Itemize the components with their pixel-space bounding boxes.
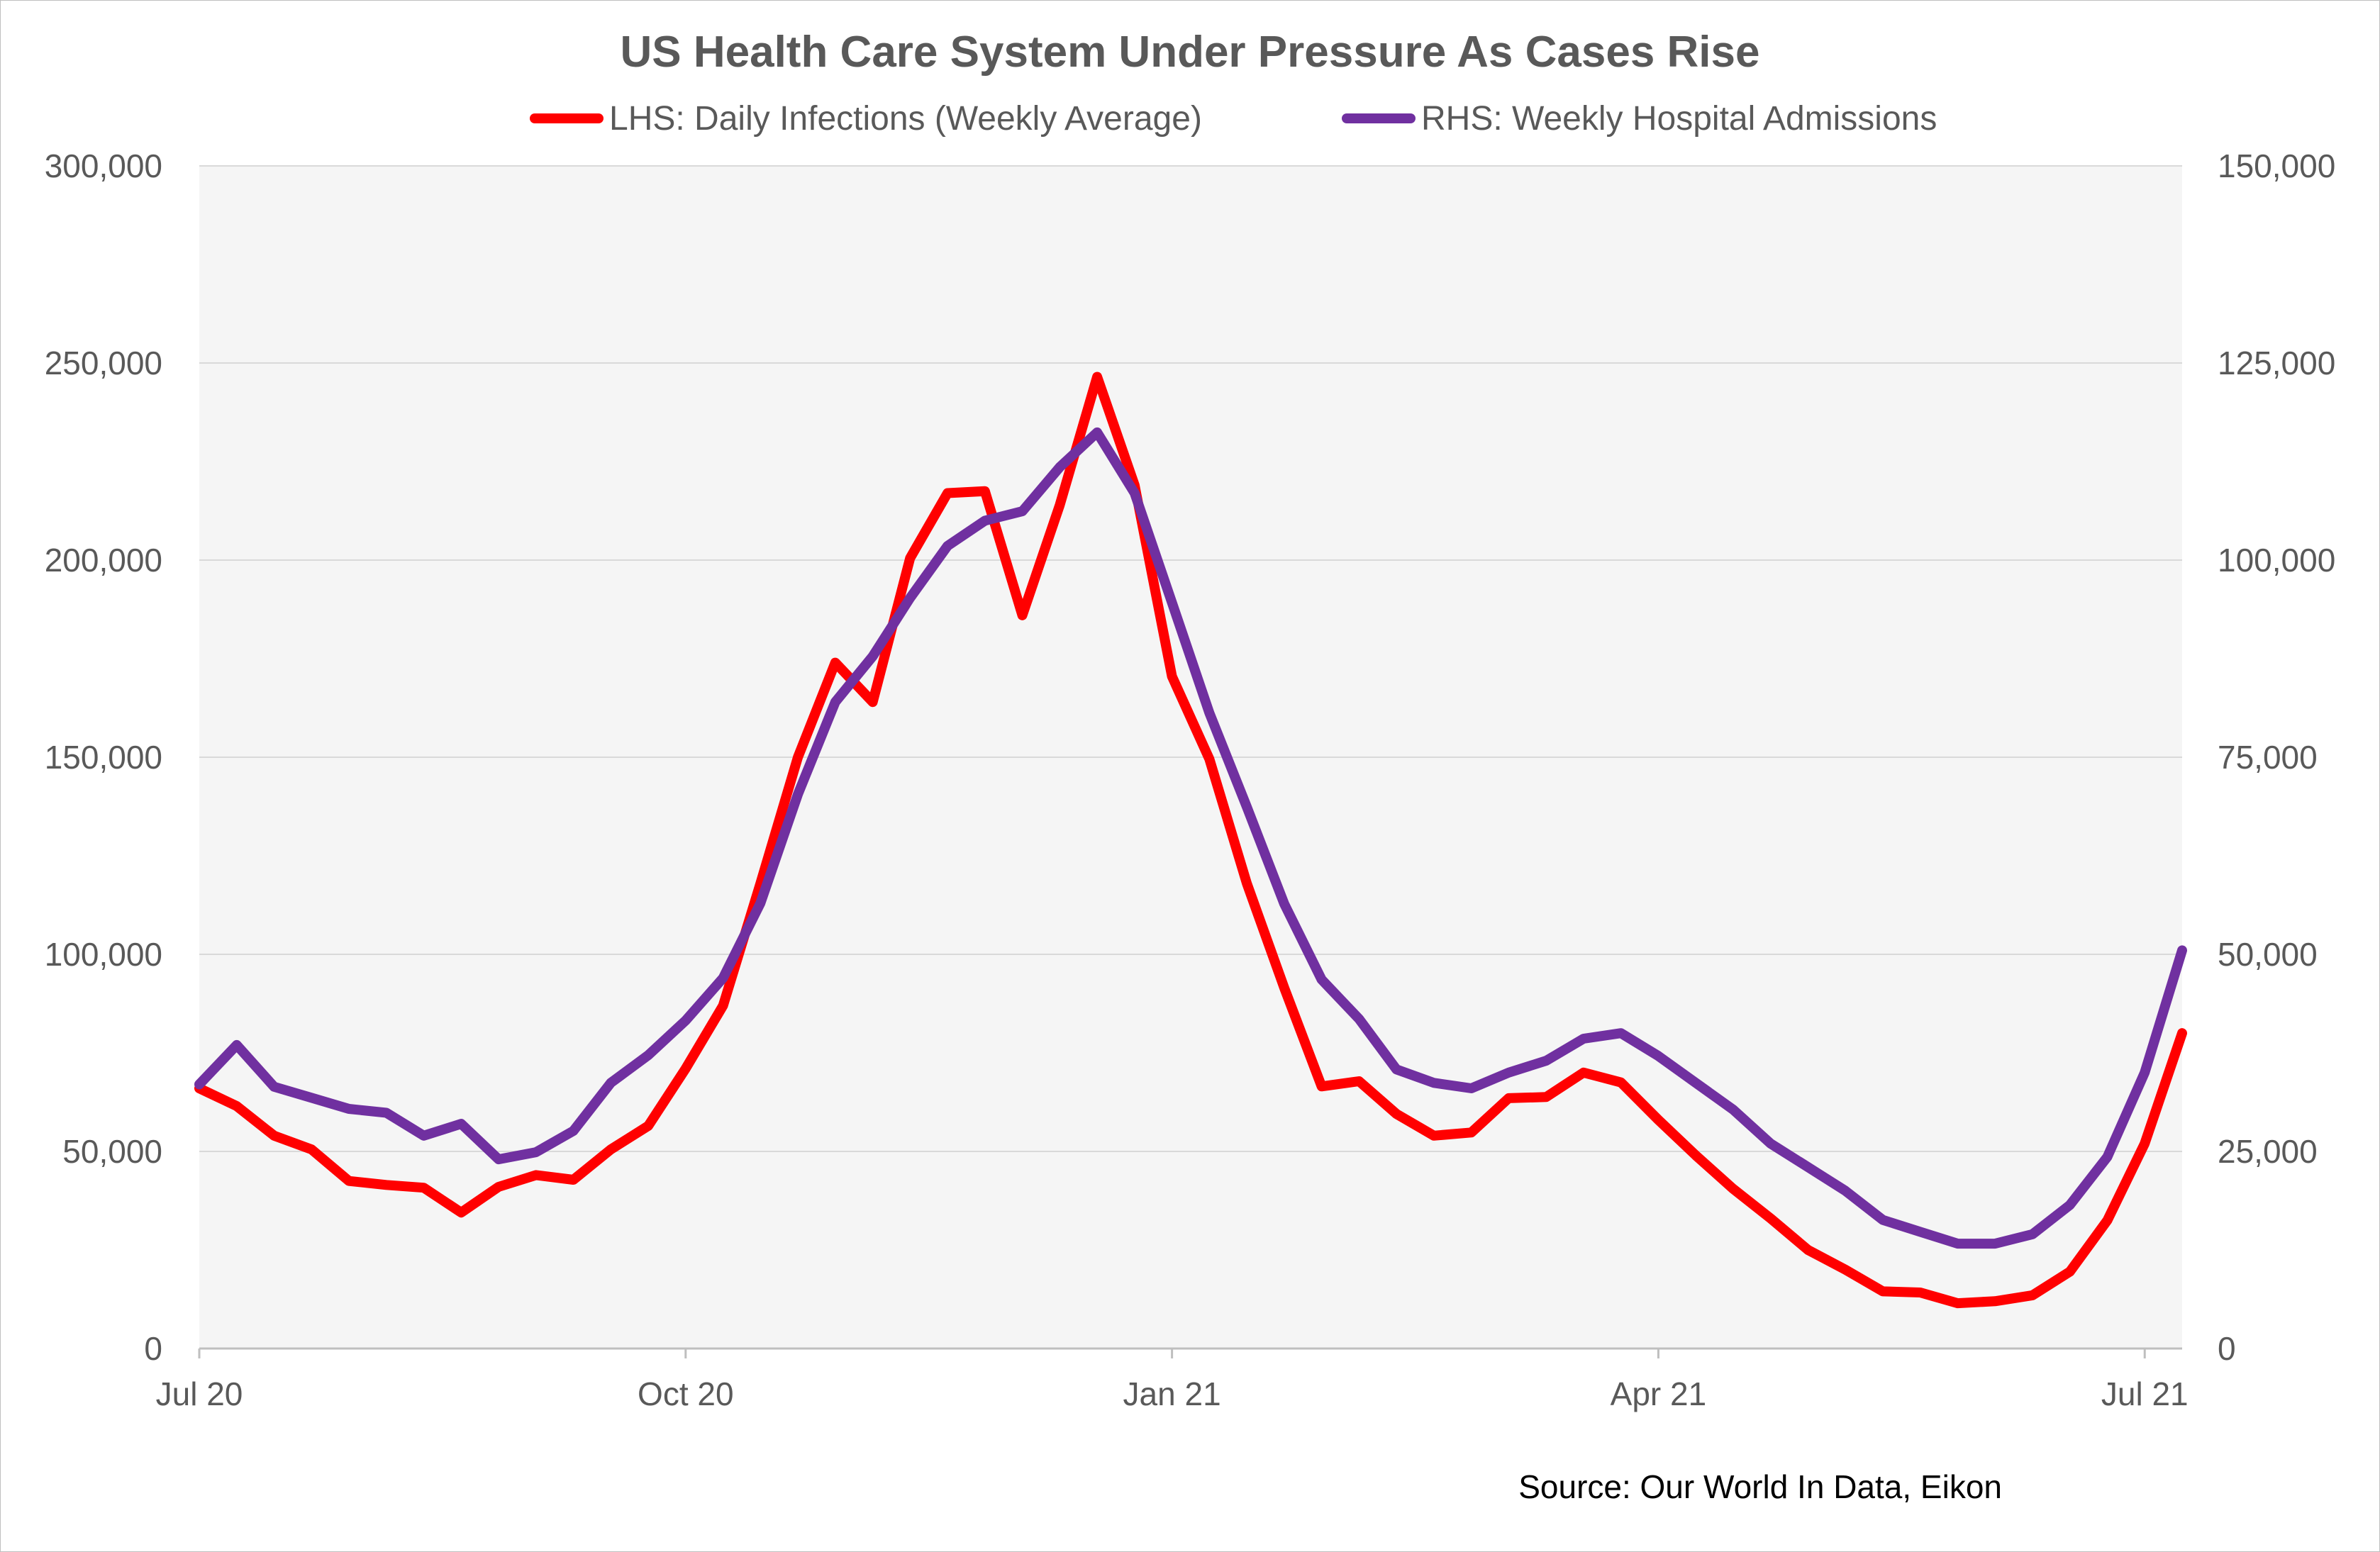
left-y-tick-label: 0 [144,1330,162,1367]
right-y-tick-label: 25,000 [2218,1133,2318,1170]
right-y-tick-label: 50,000 [2218,936,2318,973]
x-tick-label: Jul 20 [156,1375,243,1412]
right-y-tick-label: 150,000 [2218,147,2335,184]
legend-label-infections: LHS: Daily Infections (Weekly Average) [609,99,1202,138]
legend-swatch-admissions [1342,113,1416,123]
series-line-infections [194,372,2187,1309]
x-tick-label: Jul 21 [2101,1375,2189,1412]
chart-title: US Health Care System Under Pressure As … [620,28,1760,77]
left-y-axis: 0 50,000 100,000 150,000 200,000 250,000 300,0… [45,147,162,1367]
left-y-tick-label: 250,000 [45,345,162,381]
right-y-tick-label: 100,000 [2218,542,2335,579]
right-y-axis: 0 25,000 50,000 75,000 100,000 125,000 150,000 [2218,147,2335,1367]
legend: LHS: Daily Infections (Weekly Average) R… [0,94,2380,143]
right-y-tick-label: 75,000 [2218,739,2318,776]
legend-item-infections: LHS: Daily Infections (Weekly Average) [530,94,1202,143]
right-y-tick-label: 125,000 [2218,345,2335,381]
legend-swatch-infections [530,113,604,123]
axes [198,1347,2182,1358]
left-y-tick-label: 300,000 [45,147,162,184]
left-y-tick-label: 100,000 [45,936,162,973]
x-axis: Jul 20 Oct 20 Jan 21 Apr 21 Jul 21 [156,1375,2189,1412]
x-tick-label: Apr 21 [1611,1375,1707,1412]
left-y-tick-label: 150,000 [45,739,162,776]
left-y-tick-label: 50,000 [62,1133,162,1170]
source-note: Source: Our World In Data, Eikon [1518,1468,2002,1505]
x-tick-label: Jan 21 [1123,1375,1221,1412]
legend-label-admissions: RHS: Weekly Hospital Admissions [1421,99,1937,138]
legend-item-admissions: RHS: Weekly Hospital Admissions [1342,94,1937,143]
series [194,372,2187,1309]
right-y-tick-label: 0 [2218,1330,2236,1367]
x-tick-label: Oct 20 [638,1375,734,1412]
left-y-tick-label: 200,000 [45,542,162,579]
gridlines [199,165,2182,1152]
series-line-admissions [194,427,2187,1249]
